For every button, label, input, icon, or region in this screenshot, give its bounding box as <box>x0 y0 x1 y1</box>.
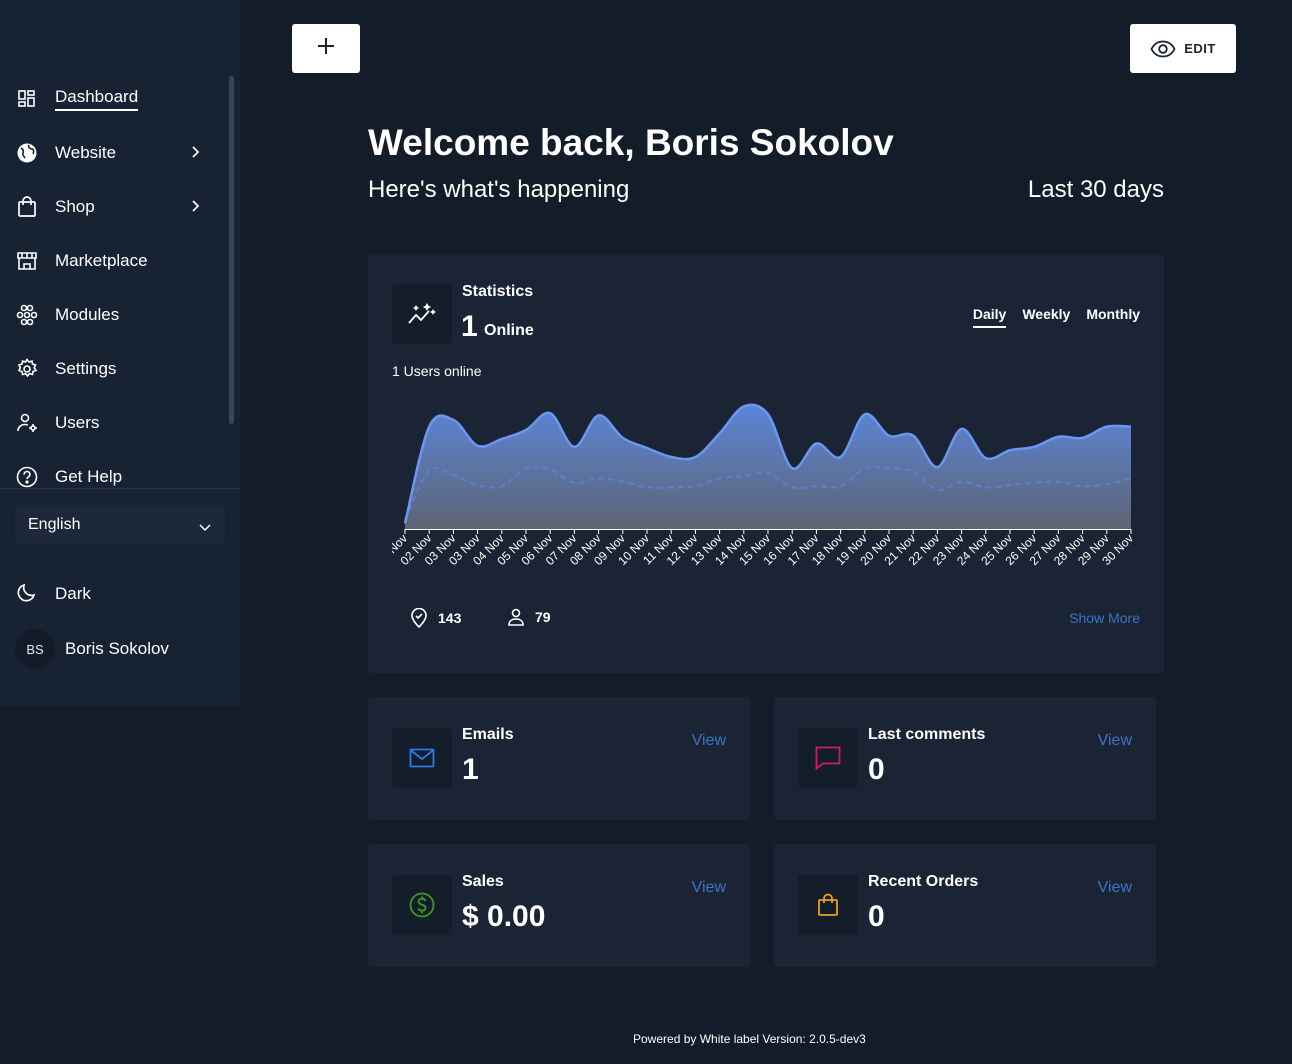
modules-icon <box>16 304 38 326</box>
sidebar-divider <box>0 488 240 489</box>
users-icon <box>16 412 38 434</box>
page-title: Welcome back, Boris Sokolov <box>368 122 894 163</box>
gear-icon <box>16 358 38 380</box>
sidebar-item-website[interactable]: Website <box>16 135 206 171</box>
sidebar-item-dashboard[interactable]: Dashboard <box>16 81 206 117</box>
footer-version: Powered by White label Version: 2.0.5-de… <box>633 1032 866 1046</box>
sidebar-item-users[interactable]: Users <box>16 405 206 441</box>
sidebar-item-shop[interactable]: Shop <box>16 189 206 225</box>
recent-orders-card: Recent Orders 0 View <box>774 844 1156 967</box>
sidebar-item-modules[interactable]: Modules <box>16 297 206 333</box>
period-label: Last 30 days <box>1027 176 1164 203</box>
location-check-icon <box>410 608 428 628</box>
emails-value: 1 <box>462 753 479 786</box>
dollar-icon <box>409 892 435 918</box>
sales-title: Sales <box>462 873 504 890</box>
last-comments-card: Last comments 0 View <box>774 697 1156 820</box>
edit-button[interactable]: EDIT <box>1130 24 1236 73</box>
sidebar-item-label: Website <box>55 143 117 162</box>
user-icon <box>507 608 525 626</box>
mail-icon <box>409 748 435 768</box>
chart-line-users <box>403 403 1132 524</box>
orders-value: 0 <box>868 900 885 933</box>
chart-line-secondary <box>404 465 1132 521</box>
tab-weekly[interactable]: Weekly <box>1022 306 1071 322</box>
sales-view-link[interactable]: View <box>691 879 726 896</box>
sidebar: Dashboard Website Shop <box>0 0 240 706</box>
sidebar-item-label: Users <box>55 413 100 432</box>
sales-card: Sales $ 0.00 View <box>368 844 750 967</box>
metric-visits-value: 143 <box>438 610 462 626</box>
online-count: 1 <box>461 310 478 343</box>
emails-view-link[interactable]: View <box>691 732 726 749</box>
emails-card: Emails 1 View <box>368 697 750 820</box>
sidebar-item-label: Modules <box>55 305 120 324</box>
users-online-label: 1 Users online <box>392 363 482 379</box>
sidebar-item-label: Get Help <box>55 467 123 486</box>
page-subtitle: Here's what's happening <box>368 176 630 203</box>
edit-label: EDIT <box>1184 41 1216 56</box>
avatar: BS <box>15 629 55 669</box>
metric-users-value: 79 <box>535 609 551 625</box>
comments-title: Last comments <box>868 726 986 743</box>
chevron-down-icon <box>199 519 211 537</box>
emails-title: Emails <box>462 726 514 743</box>
sidebar-scrollbar[interactable] <box>229 76 234 424</box>
sidebar-item-marketplace[interactable]: Marketplace <box>16 243 206 279</box>
emails-icon-box <box>392 728 452 788</box>
orders-title: Recent Orders <box>868 873 979 890</box>
store-icon <box>16 250 38 272</box>
period-tabs: Daily Weekly Monthly <box>972 306 1140 328</box>
sidebar-nav: Dashboard Website Shop <box>0 72 240 488</box>
user-name: Boris Sokolov <box>65 639 169 658</box>
comments-icon-box <box>798 728 858 788</box>
online-label: Online <box>484 322 534 339</box>
theme-toggle[interactable]: Dark <box>16 578 91 610</box>
sidebar-item-settings[interactable]: Settings <box>16 351 206 387</box>
chevron-right-icon <box>190 199 200 218</box>
sidebar-item-label: Shop <box>55 197 95 216</box>
globe-icon <box>16 142 38 164</box>
moon-icon <box>16 581 38 608</box>
language-value: English <box>28 515 81 533</box>
comment-icon <box>815 746 841 770</box>
metric-visits: 143 <box>410 608 461 628</box>
chevron-right-icon <box>190 145 200 164</box>
sales-value: $ 0.00 <box>462 900 546 933</box>
trend-sparkle-icon <box>407 301 437 327</box>
chart-area-users <box>405 404 1131 529</box>
tab-daily[interactable]: Daily <box>972 306 1007 328</box>
orders-view-link[interactable]: View <box>1097 879 1132 896</box>
metric-users: 79 <box>507 608 551 626</box>
sidebar-item-label: Settings <box>55 359 117 378</box>
theme-label: Dark <box>55 584 91 603</box>
sidebar-item-get-help[interactable]: Get Help <box>16 459 206 488</box>
dashboard-icon <box>16 88 38 110</box>
tab-monthly[interactable]: Monthly <box>1086 306 1140 322</box>
language-select[interactable]: English <box>15 505 225 544</box>
orders-icon-box <box>798 875 858 935</box>
statistics-card: Statistics 1 Online Daily Weekly Monthly… <box>368 254 1164 673</box>
add-button[interactable] <box>292 24 360 73</box>
statistics-title: Statistics <box>462 283 534 300</box>
sales-icon-box <box>392 875 452 935</box>
help-icon <box>16 466 38 488</box>
show-more-link[interactable]: Show More <box>1069 610 1140 626</box>
shopping-bag-icon <box>16 196 38 218</box>
sidebar-item-label: Dashboard <box>55 87 139 111</box>
sidebar-item-label: Marketplace <box>55 251 148 270</box>
comments-view-link[interactable]: View <box>1097 732 1132 749</box>
comments-value: 0 <box>868 753 885 786</box>
statistics-icon-box <box>392 284 452 344</box>
bag-icon <box>817 893 839 917</box>
eye-icon <box>1150 40 1176 58</box>
plus-icon <box>316 36 336 61</box>
user-profile[interactable]: BS Boris Sokolov <box>15 629 169 669</box>
